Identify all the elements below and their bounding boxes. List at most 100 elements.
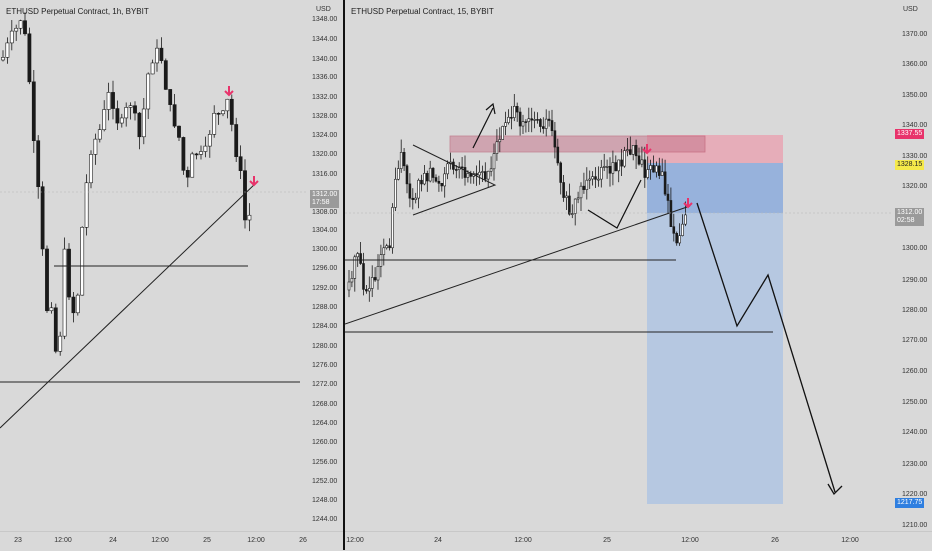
left-time-axis[interactable]: 23 12:00 24 12:00 25 12:00 26 <box>0 531 344 551</box>
candle <box>565 195 568 198</box>
candle <box>402 152 406 167</box>
candle <box>573 198 577 214</box>
candle <box>617 159 621 172</box>
left-price-axis[interactable]: USD 1348.00 1344.00 1340.00 1336.00 1332.00 1… <box>308 0 344 531</box>
candle <box>53 307 58 352</box>
candle <box>385 245 389 249</box>
candle <box>9 30 14 44</box>
right-drawings <box>345 102 891 496</box>
resistance-box <box>449 135 706 153</box>
candle <box>247 214 252 221</box>
candle <box>582 185 586 190</box>
candle <box>576 197 580 200</box>
left-x-tick: 12:00 <box>247 537 265 544</box>
candle <box>216 112 221 115</box>
projected-path <box>696 202 836 493</box>
candle <box>67 248 71 298</box>
candle <box>420 179 423 185</box>
left-y-tick: 1256.00 <box>312 459 338 466</box>
candle <box>634 145 638 157</box>
left-chart-title[interactable]: ETHUSD Perpetual Contract, 1h, BYBIT <box>6 7 149 16</box>
candle <box>515 106 519 113</box>
candle <box>681 223 684 236</box>
right-price-axis[interactable]: USD 1370.00 1360.00 1350.00 1340.00 1330.00 1… <box>891 0 932 531</box>
right-chart-canvas[interactable] <box>345 0 891 531</box>
candle <box>194 153 199 156</box>
right-currency-label: USD <box>903 6 918 13</box>
candle <box>411 197 415 200</box>
candle <box>492 153 496 170</box>
position-zones <box>449 135 783 504</box>
candle <box>150 62 155 75</box>
candle <box>640 159 644 165</box>
left-y-tick: 1348.00 <box>312 16 338 23</box>
right-chart-pane[interactable]: ETHUSD Perpetual Contract, 15, BYBIT <box>345 0 891 531</box>
candle <box>128 105 133 108</box>
candle <box>568 195 571 215</box>
candle <box>623 150 626 167</box>
candle <box>350 278 354 283</box>
candle <box>353 256 357 279</box>
candle <box>484 171 487 180</box>
pane-divider[interactable] <box>343 0 345 550</box>
candle <box>423 173 426 185</box>
candle <box>550 120 554 132</box>
candle <box>513 106 516 118</box>
candle <box>579 185 583 199</box>
right-y-tick: 1270.00 <box>902 337 928 344</box>
candle <box>75 294 80 314</box>
left-y-tick: 1344.00 <box>312 36 338 43</box>
right-chart-title[interactable]: ETHUSD Perpetual Contract, 15, BYBIT <box>351 7 494 16</box>
candle <box>446 163 449 175</box>
candle <box>649 165 652 170</box>
right-last-price-tag: 1312.00 02:58 <box>895 208 925 226</box>
right-time-axis[interactable]: 12:00 24 12:00 25 12:00 26 12:00 <box>345 531 932 551</box>
right-x-tick: 26 <box>771 537 779 544</box>
left-y-tick: 1252.00 <box>312 478 338 485</box>
candle <box>5 42 10 58</box>
candle <box>106 92 111 110</box>
candle <box>602 166 606 168</box>
candle <box>521 121 525 127</box>
right-y-tick: 1300.00 <box>902 245 928 252</box>
candle <box>460 166 464 169</box>
right-y-tick: 1240.00 <box>902 429 928 436</box>
candle <box>23 20 27 35</box>
candle <box>452 161 455 170</box>
arrow-marker-head <box>642 148 652 155</box>
candle <box>684 214 687 225</box>
left-y-tick: 1296.00 <box>312 265 338 272</box>
candle <box>133 105 137 114</box>
candle <box>163 60 168 90</box>
right-candles <box>347 93 687 302</box>
left-y-tick: 1332.00 <box>312 94 338 101</box>
left-trendline <box>0 182 257 429</box>
candle <box>119 117 124 124</box>
candle <box>102 109 107 131</box>
candle <box>594 176 597 180</box>
left-y-tick: 1272.00 <box>312 381 338 388</box>
left-chart-canvas[interactable] <box>0 0 308 531</box>
candle <box>631 145 635 155</box>
candle <box>146 73 151 110</box>
right-x-tick: 12:00 <box>841 537 859 544</box>
candle <box>544 118 548 129</box>
candle <box>626 149 629 151</box>
right-y-tick: 1340.00 <box>902 122 928 129</box>
candle <box>229 98 234 125</box>
left-chart-pane[interactable]: ETHUSD Perpetual Contract, 1h, BYBIT <box>0 0 308 531</box>
candle <box>399 152 403 169</box>
candle <box>62 248 67 337</box>
entry-zone <box>647 163 783 213</box>
left-candles <box>1 12 252 356</box>
candle <box>504 122 507 127</box>
candle <box>221 110 225 115</box>
candle <box>243 170 247 221</box>
right-x-tick: 12:00 <box>681 537 699 544</box>
candle <box>660 171 664 176</box>
projected-path-arrowhead <box>827 483 843 496</box>
candle <box>31 81 36 142</box>
left-x-tick: 12:00 <box>54 537 72 544</box>
candle <box>495 141 499 154</box>
right-y-tick: 1280.00 <box>902 307 928 314</box>
